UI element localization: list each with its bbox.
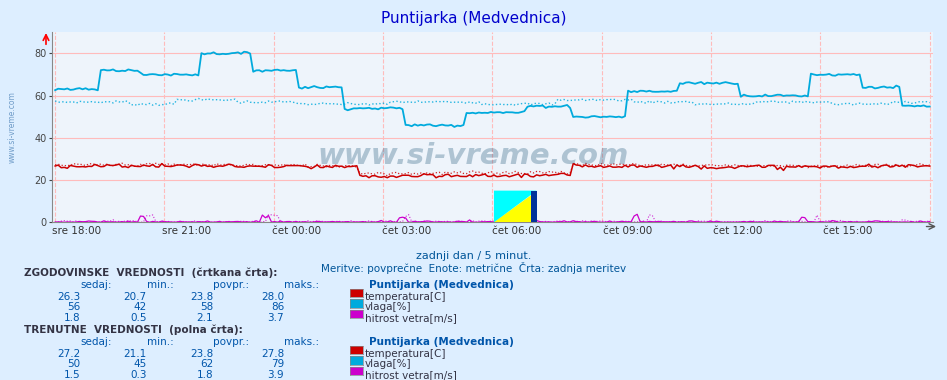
Text: TRENUTNE  VREDNOSTI  (polna črta):: TRENUTNE VREDNOSTI (polna črta): xyxy=(24,325,242,336)
Text: maks.:: maks.: xyxy=(284,337,319,347)
Text: 21.1: 21.1 xyxy=(123,349,147,359)
Text: temperatura[C]: temperatura[C] xyxy=(365,292,446,302)
Text: 42: 42 xyxy=(134,302,147,312)
Text: 1.5: 1.5 xyxy=(63,370,80,380)
Text: čet 06:00: čet 06:00 xyxy=(492,226,542,236)
Text: temperatura[C]: temperatura[C] xyxy=(365,349,446,359)
Text: www.si-vreme.com: www.si-vreme.com xyxy=(8,91,17,163)
Text: 86: 86 xyxy=(271,302,284,312)
Polygon shape xyxy=(494,191,537,222)
Text: 56: 56 xyxy=(67,302,80,312)
Text: 0.3: 0.3 xyxy=(131,370,147,380)
Text: zadnji dan / 5 minut.: zadnji dan / 5 minut. xyxy=(416,251,531,261)
Text: 28.0: 28.0 xyxy=(261,292,284,302)
Text: 26.3: 26.3 xyxy=(57,292,80,302)
Text: hitrost vetra[m/s]: hitrost vetra[m/s] xyxy=(365,370,456,380)
Text: čet 12:00: čet 12:00 xyxy=(713,226,762,236)
Text: čet 00:00: čet 00:00 xyxy=(273,226,321,236)
Text: sre 21:00: sre 21:00 xyxy=(162,226,211,236)
Text: čet 03:00: čet 03:00 xyxy=(383,226,432,236)
Text: 27.2: 27.2 xyxy=(57,349,80,359)
Polygon shape xyxy=(494,191,537,222)
Text: Puntijarka (Medvednica): Puntijarka (Medvednica) xyxy=(369,337,514,347)
Text: Meritve: povprečne  Enote: metrične  Črta: zadnja meritev: Meritve: povprečne Enote: metrične Črta:… xyxy=(321,262,626,274)
Text: 1.8: 1.8 xyxy=(196,370,213,380)
Text: 1.8: 1.8 xyxy=(63,313,80,323)
Text: čet 15:00: čet 15:00 xyxy=(823,226,872,236)
Text: 3.7: 3.7 xyxy=(267,313,284,323)
Text: sre 18:00: sre 18:00 xyxy=(52,226,101,236)
Text: 27.8: 27.8 xyxy=(260,349,284,359)
Text: 62: 62 xyxy=(200,359,213,369)
Text: sedaj:: sedaj: xyxy=(80,337,112,347)
Text: čet 09:00: čet 09:00 xyxy=(602,226,652,236)
Text: 0.5: 0.5 xyxy=(131,313,147,323)
Text: maks.:: maks.: xyxy=(284,280,319,290)
Text: vlaga[%]: vlaga[%] xyxy=(365,359,411,369)
Text: sedaj:: sedaj: xyxy=(80,280,112,290)
Text: povpr.:: povpr.: xyxy=(213,337,249,347)
Text: vlaga[%]: vlaga[%] xyxy=(365,302,411,312)
Text: www.si-vreme.com: www.si-vreme.com xyxy=(318,142,629,170)
Text: 2.1: 2.1 xyxy=(196,313,213,323)
Text: 20.7: 20.7 xyxy=(124,292,147,302)
Text: min.:: min.: xyxy=(147,337,173,347)
Text: 23.8: 23.8 xyxy=(189,292,213,302)
Text: min.:: min.: xyxy=(147,280,173,290)
Text: 79: 79 xyxy=(271,359,284,369)
Text: hitrost vetra[m/s]: hitrost vetra[m/s] xyxy=(365,313,456,323)
Text: ZGODOVINSKE  VREDNOSTI  (črtkana črta):: ZGODOVINSKE VREDNOSTI (črtkana črta): xyxy=(24,268,277,279)
Text: 58: 58 xyxy=(200,302,213,312)
Text: 45: 45 xyxy=(134,359,147,369)
Bar xyxy=(530,191,537,222)
Text: 50: 50 xyxy=(67,359,80,369)
Text: 23.8: 23.8 xyxy=(189,349,213,359)
Text: Puntijarka (Medvednica): Puntijarka (Medvednica) xyxy=(381,11,566,26)
Text: povpr.:: povpr.: xyxy=(213,280,249,290)
Text: 3.9: 3.9 xyxy=(267,370,284,380)
Text: Puntijarka (Medvednica): Puntijarka (Medvednica) xyxy=(369,280,514,290)
